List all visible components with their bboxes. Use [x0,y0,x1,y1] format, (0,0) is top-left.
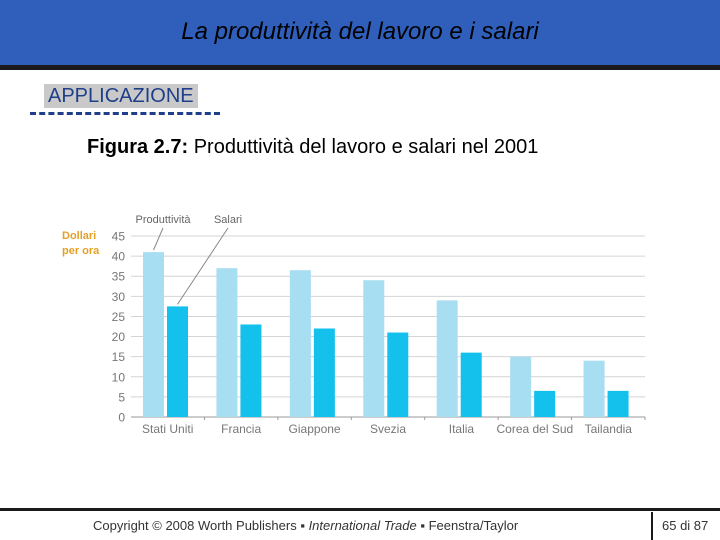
x-tick-label: Italia [449,422,475,436]
y-tick-label: 10 [112,370,126,384]
y-axis-label-line1: Dollari [62,230,96,242]
footer-divider [0,508,720,511]
legend-label-produttività: Produttività [135,214,191,226]
bar-produttività [143,252,164,417]
footer-separator: ▪ [296,518,309,533]
x-tick-label: Corea del Sud [496,422,573,436]
figure-caption-text: Produttività del lavoro e salari nel 200… [188,136,539,158]
y-tick-label: 35 [112,270,126,284]
bar-produttività [583,360,605,417]
bar-salari [460,352,482,417]
footer-text: Copyright © 2008 Worth Publishers ▪ Inte… [93,518,518,533]
legend-label-salari: Salari [214,214,242,226]
legend-leader-line [177,227,229,305]
chart-x-labels: Stati Uniti Francia Giappone Svezia Italia Co… [142,422,632,436]
footer-book-title: International Trade [308,518,417,533]
bar-salari [240,324,262,417]
y-tick-label: 0 [118,411,125,425]
y-tick-label: 25 [112,310,126,324]
bar-produttività [289,270,311,417]
bar-salari [607,390,629,417]
y-tick-label: 40 [112,250,126,264]
bar-salari [167,306,188,417]
chart-bars [143,252,629,417]
y-axis-label-line2: per ora [62,245,100,257]
x-tick-label: Tailandia [585,422,633,436]
legend-leader-line [153,227,164,251]
y-tick-label: 30 [112,290,126,304]
title-bar [0,0,720,70]
y-tick-label: 45 [112,230,126,244]
chart-legend-callouts: Produttività Salari [135,214,242,305]
x-tick-label: Svezia [370,422,406,436]
bar-produttività [436,300,458,417]
bar-produttività [363,280,385,417]
x-tick-label: Stati Uniti [142,422,193,436]
footer-copyright: Copyright © 2008 Worth Publishers [93,518,297,533]
page-number-separator [651,512,653,540]
bar-salari [313,328,335,417]
bar-salari [534,390,556,417]
slide-title: La produttività del lavoro e i salari [181,18,539,45]
y-tick-label: 20 [112,330,126,344]
footer-separator: ▪ [416,518,429,533]
bar-produttività [510,356,532,417]
chart-y-ticks: 0 5 10 15 20 25 30 35 40 45 [112,230,126,425]
y-tick-label: 15 [112,350,126,364]
bar-salari [387,332,409,417]
x-tick-label: Francia [221,422,261,436]
page-number: 65 di 87 [662,518,709,533]
y-tick-label: 5 [118,390,125,404]
figure-caption-number: Figura 2.7: [87,136,189,158]
x-tick-label: Giappone [289,422,341,436]
figure-caption: Figura 2.7: Produttività del lavoro e sa… [87,136,538,159]
footer-authors: Feenstra/Taylor [428,518,519,533]
section-label: APPLICAZIONE [44,84,198,108]
section-underline [30,112,220,115]
bar-produttività [216,268,238,417]
